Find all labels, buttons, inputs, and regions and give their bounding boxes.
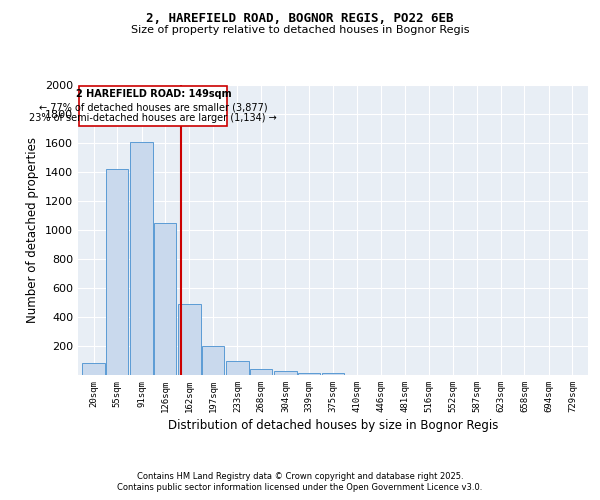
- Text: 2, HAREFIELD ROAD, BOGNOR REGIS, PO22 6EB: 2, HAREFIELD ROAD, BOGNOR REGIS, PO22 6E…: [146, 12, 454, 26]
- Bar: [130, 142, 152, 375]
- Text: Contains public sector information licensed under the Open Government Licence v3: Contains public sector information licen…: [118, 484, 482, 492]
- Bar: [178, 304, 200, 375]
- Bar: [106, 169, 128, 375]
- Text: ← 77% of detached houses are smaller (3,877): ← 77% of detached houses are smaller (3,…: [39, 102, 268, 112]
- Bar: [274, 372, 296, 375]
- Text: Contains HM Land Registry data © Crown copyright and database right 2025.: Contains HM Land Registry data © Crown c…: [137, 472, 463, 481]
- Bar: [322, 373, 344, 375]
- FancyBboxPatch shape: [79, 86, 227, 126]
- Text: Size of property relative to detached houses in Bognor Regis: Size of property relative to detached ho…: [131, 25, 469, 35]
- Bar: [298, 373, 320, 375]
- Bar: [154, 223, 176, 375]
- Y-axis label: Number of detached properties: Number of detached properties: [26, 137, 40, 323]
- Bar: [82, 364, 105, 375]
- Bar: [226, 360, 248, 375]
- Bar: [250, 369, 272, 375]
- Bar: [202, 346, 224, 375]
- X-axis label: Distribution of detached houses by size in Bognor Regis: Distribution of detached houses by size …: [168, 419, 498, 432]
- Text: 2 HAREFIELD ROAD: 149sqm: 2 HAREFIELD ROAD: 149sqm: [76, 88, 231, 99]
- Text: 23% of semi-detached houses are larger (1,134) →: 23% of semi-detached houses are larger (…: [29, 112, 277, 122]
